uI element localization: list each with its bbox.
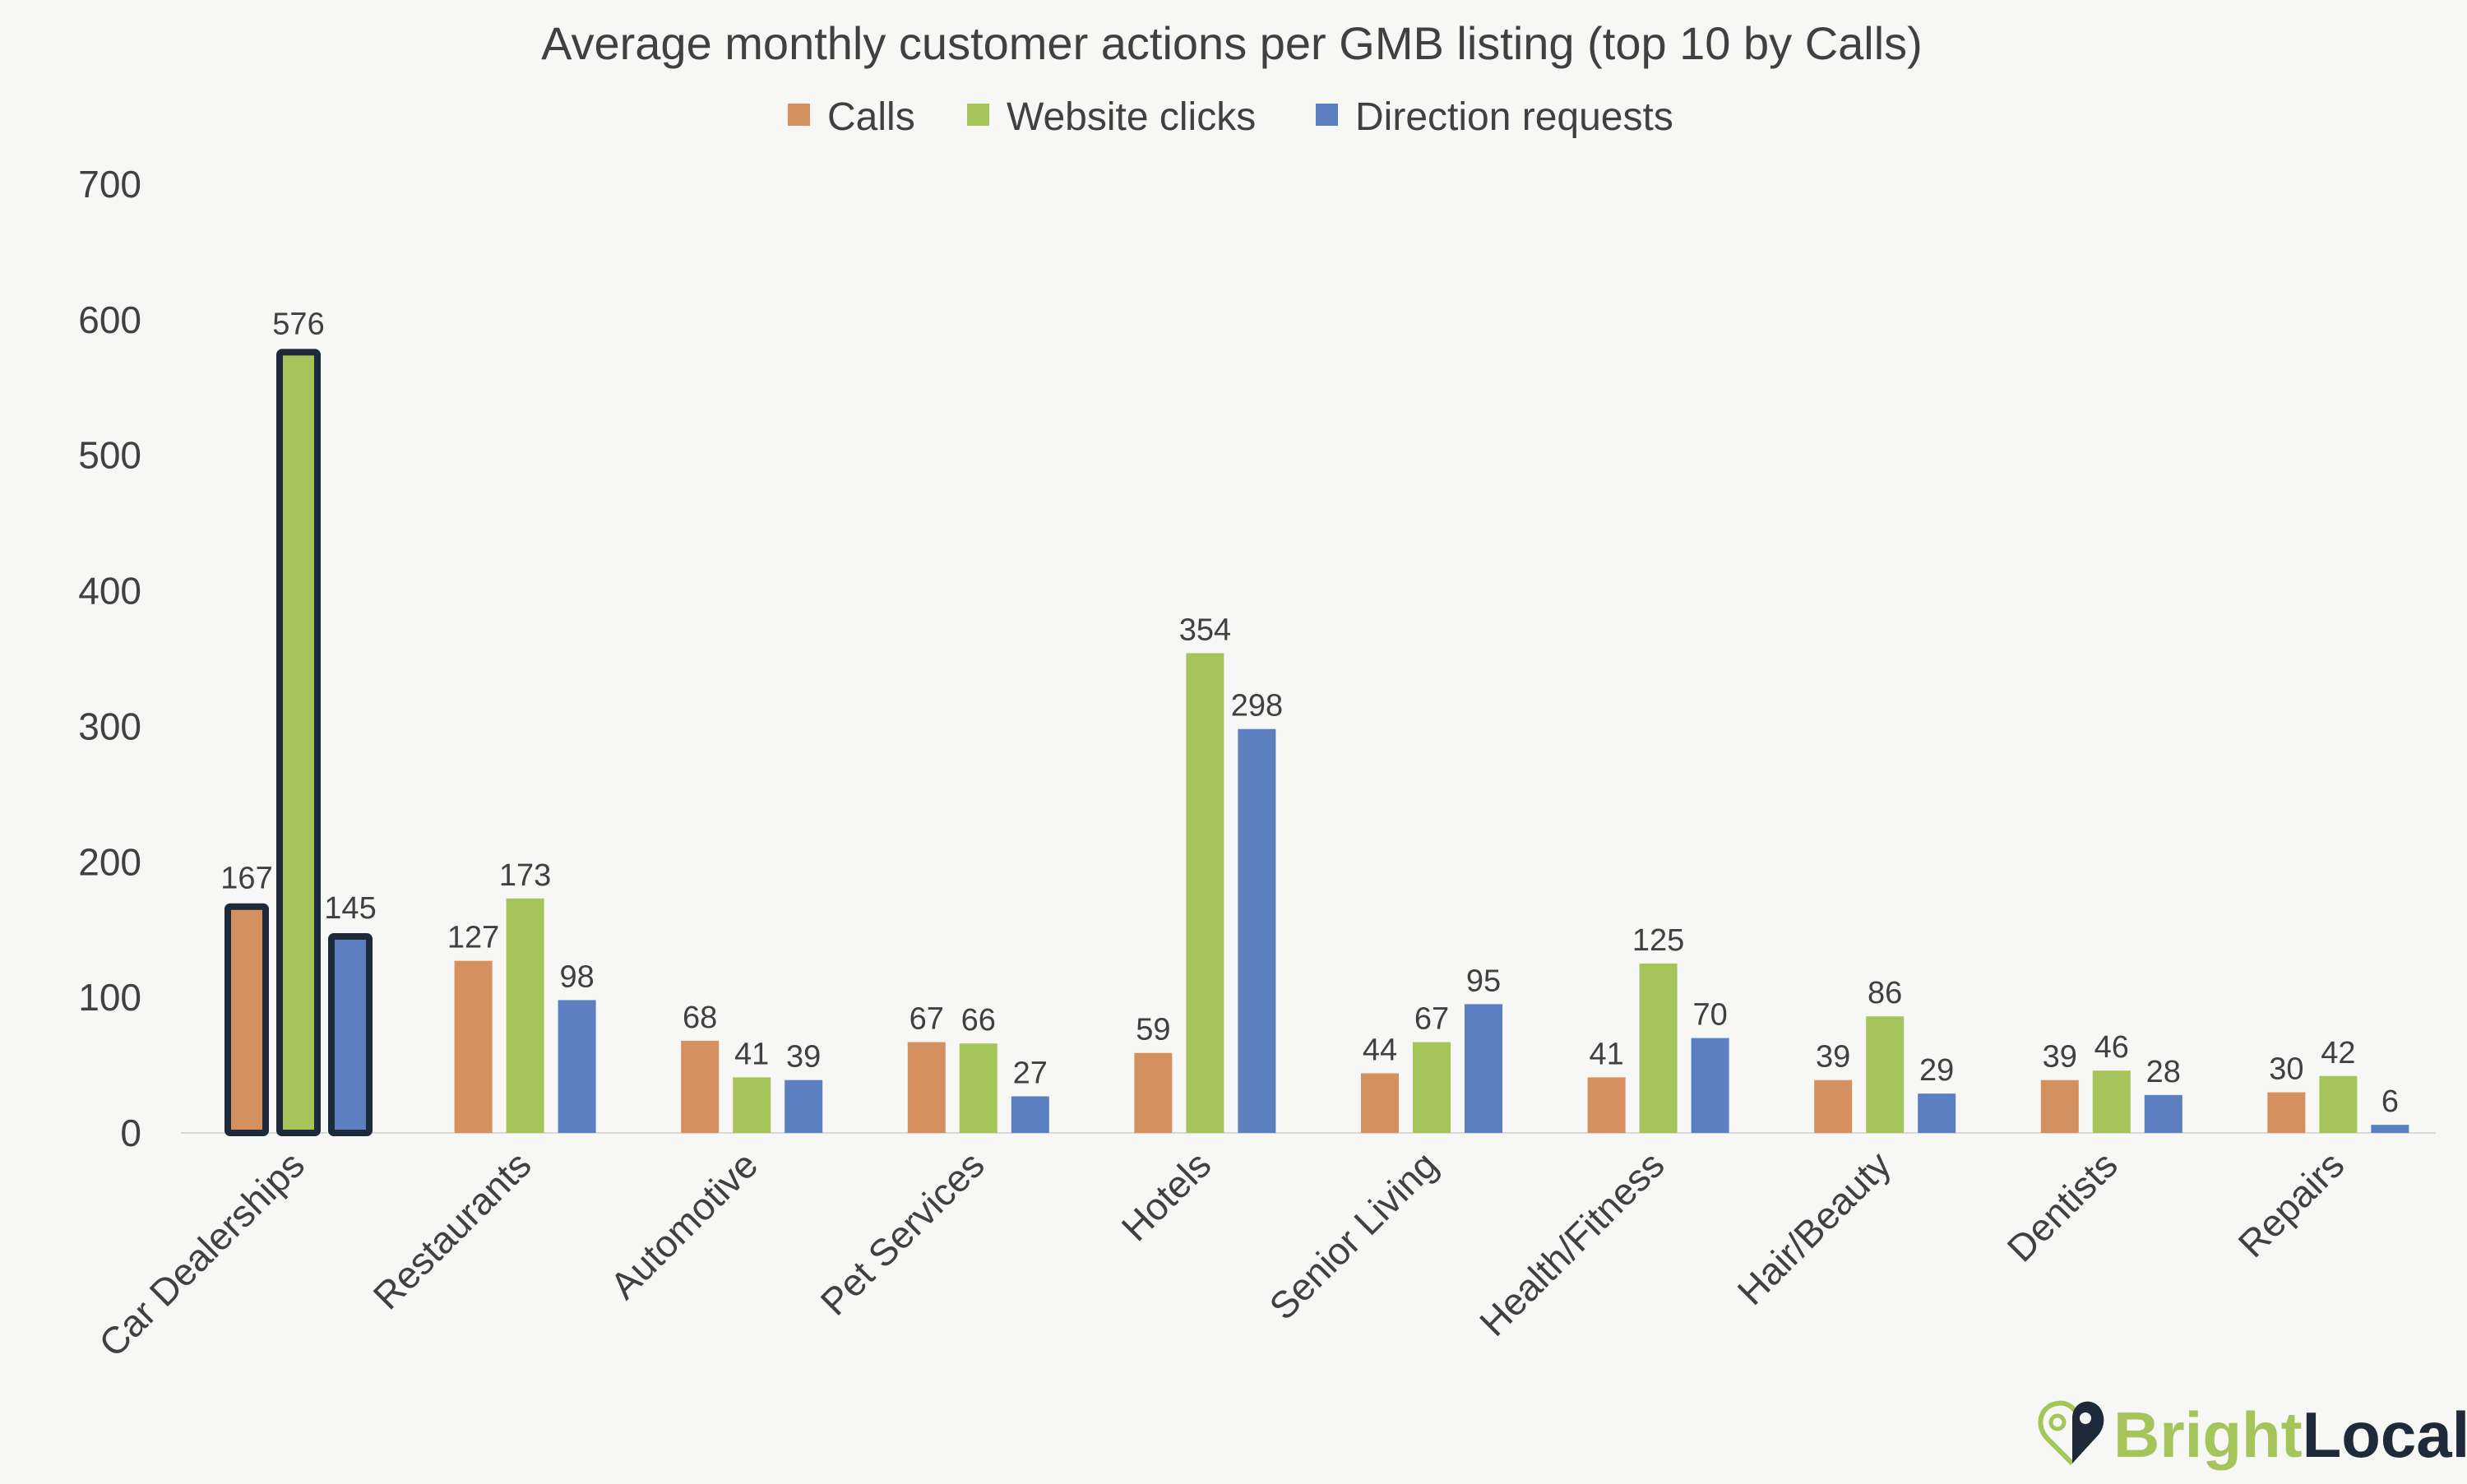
data-label: 39 [1816,1040,1850,1075]
bar [1918,1093,1956,1133]
data-label: 125 [1632,923,1684,958]
y-tick-label: 500 [78,434,141,477]
data-label: 28 [2146,1055,2181,1089]
data-label: 298 [1231,689,1283,724]
bars [224,349,2409,1137]
x-tick-label: Hotels [1113,1143,1220,1249]
bar [1465,1004,1502,1133]
chart-title: Average monthly customer actions per GMB… [541,17,1923,69]
bar [506,898,544,1133]
data-label: 576 [272,307,324,341]
bar [1639,963,1678,1133]
bar [1413,1042,1451,1133]
bar [1691,1038,1729,1133]
data-label: 59 [1136,1013,1170,1047]
y-tick-label: 600 [78,298,141,341]
data-label: 6 [2381,1084,2399,1119]
bar [959,1043,997,1133]
data-label: 86 [1868,976,1902,1010]
bar [1361,1073,1399,1133]
brightlocal-logo: BrightLocal [2038,1398,2467,1471]
y-tick-label: 700 [78,163,141,206]
legend-label: Calls [827,95,915,139]
bar [2319,1075,2358,1133]
y-tick-label: 200 [78,840,141,883]
data-label: 46 [2094,1030,2129,1065]
x-tick-label: Pet Services [812,1143,993,1323]
bar [1011,1096,1049,1133]
x-tick-label: Car Dealerships [90,1143,312,1365]
bar [2371,1125,2409,1133]
data-label: 173 [499,858,551,893]
bar [907,1042,946,1133]
legend: Calls Website clicks Direction requests [788,95,1673,139]
y-tick-label: 300 [78,705,141,747]
legend-label: Website clicks [1007,95,1256,139]
data-label: 98 [559,959,594,994]
bar [1186,653,1224,1133]
x-tick-label: Dentists [1999,1143,2126,1269]
data-label: 27 [1013,1056,1048,1090]
svg-text:BrightLocal: BrightLocal [2113,1398,2467,1471]
data-label: 127 [447,921,499,955]
data-label: 95 [1466,964,1501,998]
data-label: 67 [1414,1002,1449,1037]
data-label: 354 [1179,613,1231,647]
x-tick-label: Health/Fitness [1471,1143,1673,1344]
bar [1866,1016,1905,1133]
bar [2092,1070,2131,1133]
bar [454,960,493,1133]
logo-text-bright: Bright [2113,1398,2303,1471]
bar [1587,1077,1626,1133]
data-label: 29 [1919,1053,1954,1088]
data-label: 66 [961,1003,996,1038]
bar [2267,1092,2306,1133]
data-label: 167 [220,862,272,896]
data-label: 39 [2043,1040,2077,1075]
data-label: 44 [1363,1033,1397,1067]
legend-swatch [967,104,989,126]
y-tick-label: 100 [78,976,141,1019]
logo-text-local: Local [2303,1398,2467,1471]
data-label: 68 [683,1001,717,1035]
x-tick-label: Hair/Beauty [1729,1143,1900,1313]
data-label: 41 [1589,1037,1623,1071]
data-label: 41 [734,1037,769,1071]
data-label: 39 [786,1040,821,1075]
x-tick-label: Restaurants [365,1143,539,1317]
y-tick-label: 0 [120,1112,141,1154]
y-axis: 0 100 200 300 400 500 600 700 [78,163,141,1154]
bar [1814,1079,1853,1133]
data-label: 30 [2269,1052,2303,1087]
bar [2144,1094,2182,1133]
bar [224,903,269,1137]
legend-label: Direction requests [1355,95,1673,139]
data-label: 42 [2321,1036,2355,1070]
data-label: 67 [910,1002,944,1037]
bar [681,1040,720,1133]
bar [733,1077,771,1133]
bar [1238,728,1276,1133]
legend-swatch [788,104,810,126]
bar [2040,1079,2079,1133]
x-tick-label: Automotive [602,1143,766,1306]
x-axis: Car Dealerships Restaurants Automotive Pet … [90,1143,2352,1365]
bar [785,1079,823,1133]
data-label: 70 [1692,998,1727,1033]
bar [328,932,373,1137]
x-tick-label: Repairs [2230,1143,2353,1265]
bar [276,349,321,1136]
bar [1134,1052,1173,1133]
x-tick-label: Senior Living [1261,1143,1446,1328]
pin-heart-icon [2038,1400,2104,1466]
legend-swatch [1316,104,1338,126]
bar [558,1000,596,1133]
data-label: 145 [324,891,376,926]
y-tick-label: 400 [78,570,141,613]
